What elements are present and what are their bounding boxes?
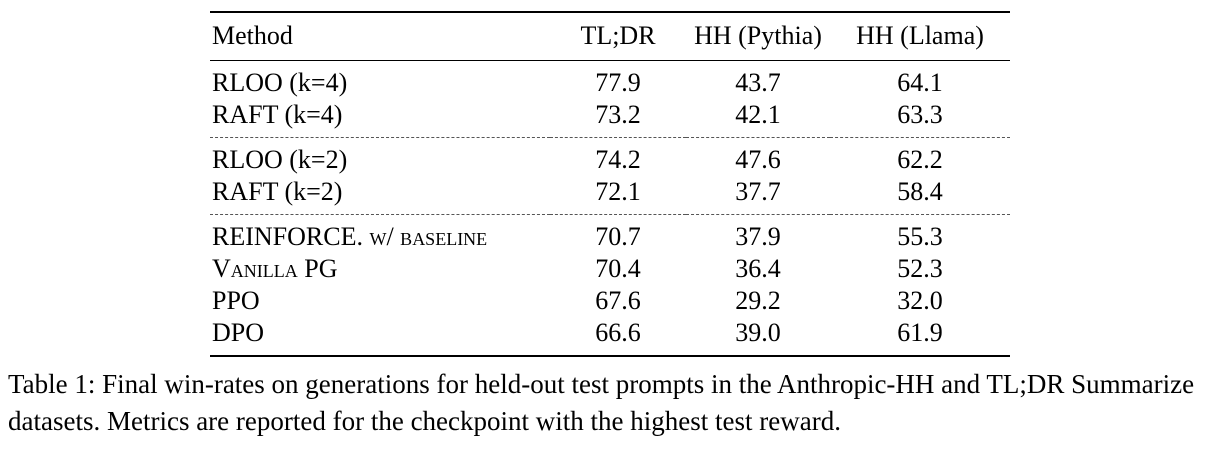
value-cell-hh-llama: 61.9	[830, 317, 1010, 357]
table-group-k4: RLOO (k=4) 77.9 43.7 64.1 RAFT (k=4) 73.…	[210, 61, 1010, 138]
method-label-segment: PPO	[212, 286, 260, 315]
value-cell-hh-pythia: 29.2	[735, 286, 781, 315]
value-cell-hh-llama: 55.3	[897, 222, 943, 251]
table-caption: Table 1: Final win-rates on generations …	[8, 369, 1195, 436]
method-label-segment: RAFT (k=4)	[212, 100, 343, 129]
value-cell-hh-llama: 63.3	[830, 99, 1010, 138]
column-header-tldr: TL;DR	[550, 11, 686, 61]
column-header-hh-llama: HH (Llama)	[830, 11, 1010, 61]
value-cell-hh-pythia: 36.4	[735, 254, 781, 283]
value-cell-tldr: 74.2	[595, 145, 641, 174]
table-row: RAFT (k=4) 73.2 42.1 63.3	[210, 99, 1010, 138]
value-cell-hh-llama: 52.3	[897, 254, 943, 283]
table-row: RLOO (k=2) 74.2 47.6 62.2	[210, 138, 1010, 177]
table-group-baselines: REINFORCE. w/ baseline 70.7 37.9 55.3 Va…	[210, 215, 1010, 357]
method-label-segment: Vanilla PG	[212, 254, 338, 283]
value-cell-hh-pythia: 37.9	[735, 222, 781, 251]
method-label-segment: RLOO (k=4)	[212, 68, 348, 97]
method-cell: RAFT (k=2)	[210, 176, 550, 215]
value-cell-hh-pythia: 37.7	[686, 176, 830, 215]
value-cell-hh-llama: 62.2	[897, 145, 943, 174]
header-row: Method TL;DR HH (Pythia) HH (Llama)	[210, 11, 1010, 61]
value-cell-tldr: 67.6	[595, 286, 641, 315]
method-cell: REINFORCE. w/ baseline	[210, 215, 550, 254]
value-cell-tldr: 72.1	[550, 176, 686, 215]
method-label-segment: REINFORCE.	[212, 222, 370, 251]
value-cell-tldr: 73.2	[550, 99, 686, 138]
column-header-method: Method	[210, 11, 550, 61]
method-label-segment: RLOO (k=2)	[212, 145, 348, 174]
value-cell-hh-pythia: 39.0	[686, 317, 830, 357]
value-cell-tldr: 77.9	[595, 68, 641, 97]
value-cell-hh-pythia: 42.1	[686, 99, 830, 138]
method-cell: RAFT (k=4)	[210, 99, 550, 138]
table-row: DPO 66.6 39.0 61.9	[210, 317, 1010, 357]
value-cell-hh-llama: 32.0	[897, 286, 943, 315]
value-cell-hh-pythia: 47.6	[735, 145, 781, 174]
value-cell-tldr: 70.7	[595, 222, 641, 251]
table-row: PPO 67.6 29.2 32.0	[210, 285, 1010, 317]
value-cell-hh-llama: 58.4	[830, 176, 1010, 215]
table-row: RLOO (k=4) 77.9 43.7 64.1	[210, 61, 1010, 100]
value-cell-tldr: 66.6	[550, 317, 686, 357]
table-group-k2: RLOO (k=2) 74.2 47.6 62.2 RAFT (k=2) 72.…	[210, 138, 1010, 215]
results-table: Method TL;DR HH (Pythia) HH (Llama) RLOO…	[210, 11, 1010, 357]
value-cell-tldr: 70.4	[595, 254, 641, 283]
value-cell-hh-pythia: 43.7	[735, 68, 781, 97]
method-label-segment: RAFT (k=2)	[212, 177, 343, 206]
method-label-segment: DPO	[212, 318, 265, 347]
method-cell: Vanilla PG	[210, 253, 550, 285]
method-cell: RLOO (k=2)	[210, 138, 550, 177]
value-cell-hh-llama: 64.1	[897, 68, 943, 97]
method-cell: PPO	[210, 285, 550, 317]
table-row: RAFT (k=2) 72.1 37.7 58.4	[210, 176, 1010, 215]
method-cell: DPO	[210, 317, 550, 357]
method-cell: RLOO (k=4)	[210, 61, 550, 100]
column-header-hh-pythia: HH (Pythia)	[686, 11, 830, 61]
table-header: Method TL;DR HH (Pythia) HH (Llama)	[210, 11, 1010, 61]
table-row: REINFORCE. w/ baseline 70.7 37.9 55.3	[210, 215, 1010, 254]
table-row: Vanilla PG 70.4 36.4 52.3	[210, 253, 1010, 285]
method-label-segment: w/ baseline	[369, 222, 488, 251]
